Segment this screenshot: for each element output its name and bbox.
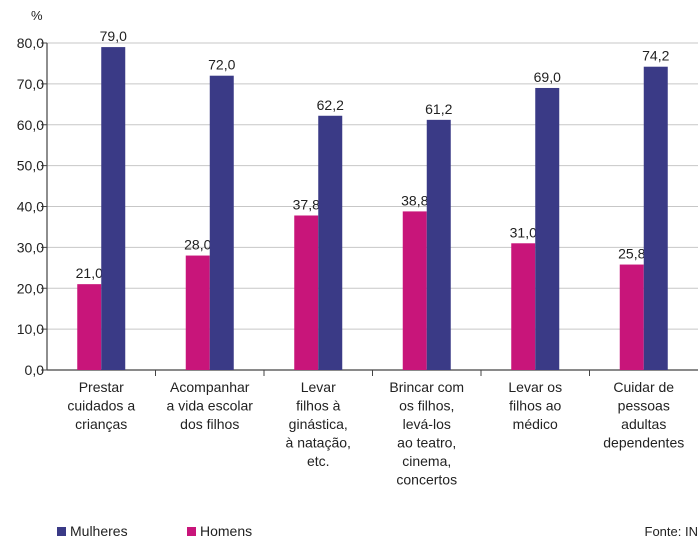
y-tick-label: 60,0 bbox=[17, 117, 44, 133]
data-label-homens: 31,0 bbox=[510, 224, 537, 240]
source-note: Fonte: IN bbox=[645, 524, 698, 539]
x-category-line: adultas bbox=[621, 416, 666, 432]
data-label-mulheres: 74,2 bbox=[642, 48, 669, 64]
x-category-line: concertos bbox=[396, 472, 457, 488]
y-tick-label: 70,0 bbox=[17, 76, 44, 92]
x-category-line: Brincar com bbox=[389, 379, 464, 395]
x-category-line: dependentes bbox=[603, 435, 684, 451]
source-text: IN bbox=[685, 524, 698, 539]
data-label-homens: 21,0 bbox=[76, 265, 103, 281]
x-category-label: Brincar com os filhos, levá-los ao teatro, c… bbox=[389, 379, 464, 488]
y-tick-label: 0,0 bbox=[25, 362, 45, 378]
x-category-line: dos filhos bbox=[180, 416, 239, 432]
x-category-line: filhos ao bbox=[509, 398, 561, 414]
x-category-line: filhos à bbox=[296, 398, 341, 414]
x-category-line: cinema, bbox=[402, 453, 451, 469]
y-tick-label: 20,0 bbox=[17, 280, 44, 296]
x-category-line: ginástica, bbox=[289, 416, 348, 432]
bar-homens bbox=[511, 243, 535, 370]
bar-mulheres bbox=[535, 88, 559, 370]
x-category-line: médico bbox=[513, 416, 558, 432]
bar-homens bbox=[294, 215, 318, 370]
bar-mulheres bbox=[210, 76, 234, 370]
data-label-mulheres: 62,2 bbox=[317, 97, 344, 113]
x-category-line: levá-los bbox=[403, 416, 451, 432]
x-category-line: à natação, bbox=[286, 435, 351, 451]
x-category-label: Levar filhos à ginástica, à natação, etc. bbox=[286, 379, 351, 469]
x-category-label: Cuidar de pessoas adultas dependentes bbox=[603, 379, 684, 451]
bar-homens bbox=[620, 265, 644, 370]
data-label-mulheres: 79,0 bbox=[100, 28, 127, 44]
x-category-label: Levar os filhos ao médico bbox=[508, 379, 562, 432]
bar-homens bbox=[403, 211, 427, 370]
data-label-homens: 28,0 bbox=[184, 237, 211, 253]
data-label-homens: 38,8 bbox=[401, 192, 428, 208]
legend-swatch-mulheres bbox=[57, 527, 66, 536]
legend-label-homens: Homens bbox=[200, 523, 252, 539]
x-category-line: os filhos, bbox=[399, 398, 454, 414]
y-tick-label: 30,0 bbox=[17, 239, 44, 255]
bar-mulheres bbox=[318, 116, 342, 370]
bar-homens bbox=[77, 284, 101, 370]
data-label-mulheres: 61,2 bbox=[425, 101, 452, 117]
x-category-line: pessoas bbox=[618, 398, 670, 414]
x-category-label: Acompanhar a vida escolar dos filhos bbox=[167, 379, 254, 432]
data-label-homens: 25,8 bbox=[618, 246, 645, 262]
x-category-line: crianças bbox=[75, 416, 127, 432]
y-tick-label: 80,0 bbox=[17, 35, 44, 51]
bar-mulheres bbox=[427, 120, 451, 370]
data-label-homens: 37,8 bbox=[293, 196, 320, 212]
y-tick-label: 10,0 bbox=[17, 321, 44, 337]
x-category-line: etc. bbox=[307, 453, 330, 469]
legend-label-mulheres: Mulheres bbox=[70, 523, 128, 539]
bar-mulheres bbox=[644, 67, 668, 370]
x-category-line: Levar bbox=[301, 379, 336, 395]
x-category-line: cuidados a bbox=[67, 398, 135, 414]
x-category-line: Acompanhar bbox=[170, 379, 250, 395]
bar-mulheres bbox=[101, 47, 125, 370]
x-category-line: a vida escolar bbox=[167, 398, 254, 414]
x-category-line: Cuidar de bbox=[613, 379, 674, 395]
legend-swatch-homens bbox=[187, 527, 196, 536]
y-axis-label: % bbox=[31, 8, 43, 23]
x-category-label: Prestar cuidados a crianças bbox=[67, 379, 135, 432]
y-tick-label: 40,0 bbox=[17, 199, 44, 215]
x-category-line: Levar os bbox=[508, 379, 562, 395]
data-label-mulheres: 69,0 bbox=[534, 69, 561, 85]
bar-homens bbox=[186, 256, 210, 370]
y-tick-label: 50,0 bbox=[17, 158, 44, 174]
x-category-line: Prestar bbox=[79, 379, 124, 395]
data-label-mulheres: 72,0 bbox=[208, 57, 235, 73]
source-label: Fonte: bbox=[645, 524, 682, 539]
x-category-line: ao teatro, bbox=[397, 435, 456, 451]
